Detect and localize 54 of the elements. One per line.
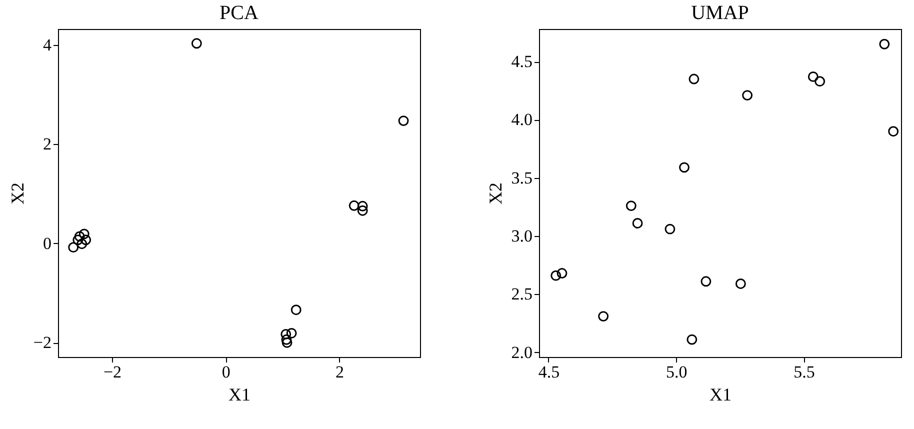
x-tick-label: 5.0 xyxy=(666,362,688,382)
y-axis-title: X2 xyxy=(7,182,28,204)
point xyxy=(78,228,90,240)
chart-title: UMAP xyxy=(691,2,749,24)
x-tick-label: 0 xyxy=(222,362,230,382)
x-axis-title: X1 xyxy=(228,384,250,404)
x-tick-label: −2 xyxy=(103,362,122,382)
point xyxy=(556,268,568,278)
point xyxy=(735,278,746,289)
point xyxy=(348,200,360,211)
y-tick-label: 0 xyxy=(43,234,52,253)
point xyxy=(76,238,88,250)
point xyxy=(398,116,409,126)
point xyxy=(664,224,676,234)
chart-title: PCA xyxy=(220,2,260,24)
point xyxy=(280,328,292,340)
point xyxy=(814,76,826,87)
point xyxy=(290,304,302,316)
point xyxy=(72,234,84,246)
x-tick-label: 5.5 xyxy=(794,362,815,382)
y-tick-label: 2.5 xyxy=(511,284,532,304)
point xyxy=(742,90,753,101)
point xyxy=(686,334,698,345)
point xyxy=(281,334,292,345)
y-tick-label: −2 xyxy=(33,333,52,352)
point xyxy=(550,270,562,281)
point xyxy=(598,311,609,322)
y-tick-label: 3.5 xyxy=(511,168,532,188)
point xyxy=(286,328,297,338)
y-tick-label: 3.0 xyxy=(511,226,532,246)
point xyxy=(68,242,79,253)
point xyxy=(679,162,690,173)
point xyxy=(626,200,636,212)
x-tick-label: 4.5 xyxy=(538,362,560,382)
point xyxy=(74,231,85,242)
point xyxy=(357,200,368,212)
x-axis-title: X1 xyxy=(710,384,732,404)
y-tick-label: 4.0 xyxy=(511,110,532,130)
point xyxy=(80,234,92,246)
point xyxy=(688,74,700,84)
x-tick-label: 2 xyxy=(336,362,344,382)
y-tick-label: 2.0 xyxy=(511,342,532,362)
y-axis-title: X2 xyxy=(485,182,506,204)
point xyxy=(357,205,368,216)
point xyxy=(888,126,899,137)
point xyxy=(191,38,202,49)
point xyxy=(282,337,292,348)
point xyxy=(632,218,643,228)
point xyxy=(700,276,712,287)
y-tick-label: 4 xyxy=(43,35,52,54)
y-tick-label: 4.5 xyxy=(511,52,532,72)
y-tick-label: 2 xyxy=(43,134,52,154)
point xyxy=(879,38,890,50)
point xyxy=(808,71,818,82)
